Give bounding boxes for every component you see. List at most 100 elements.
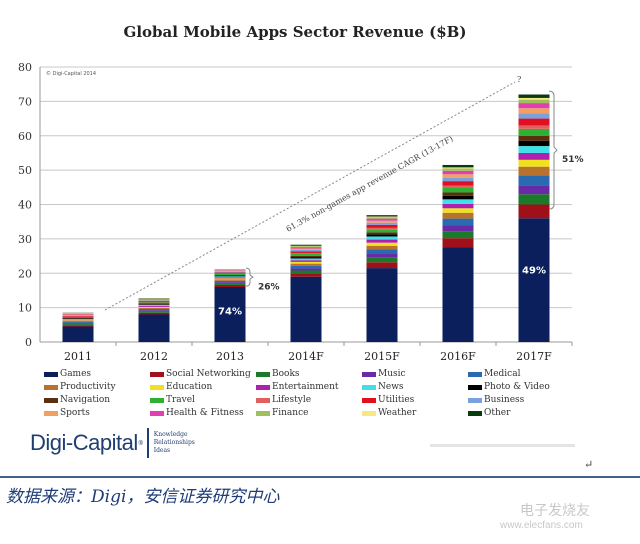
bar-segment-utilities: [214, 272, 246, 274]
legend-item: Medical: [468, 368, 574, 380]
bar-segment-lifestyle: [518, 125, 550, 129]
legend-label: News: [378, 382, 404, 392]
bar-segment-travel: [366, 229, 398, 233]
legend-label: Business: [484, 395, 525, 405]
x-tick-label: 2011: [64, 350, 92, 363]
bar-segment-health-fitness: [138, 299, 170, 300]
bar-segment-news: [138, 304, 170, 306]
bar-segment-games: [138, 314, 170, 342]
games-share-2013: 74%: [218, 307, 242, 318]
bar-segment-books: [138, 311, 170, 313]
legend-item: Photo & Video: [468, 381, 574, 393]
bar-segment-photo-video: [138, 304, 170, 305]
legend-swatch: [150, 371, 164, 377]
bar-segment-travel: [138, 302, 170, 304]
legend-swatch: [362, 384, 376, 390]
bar-segment-news: [290, 258, 322, 261]
legend-label: Photo & Video: [484, 382, 550, 392]
legend-swatch: [256, 397, 270, 403]
bar-segment-music: [366, 254, 398, 258]
bar-segment-entertainment: [62, 319, 94, 321]
games-share-2017: 49%: [522, 265, 546, 276]
bar-segment-health-fitness: [518, 103, 550, 109]
bar-segment-sports: [518, 108, 550, 114]
legend-label: Books: [272, 369, 300, 379]
digi-capital-logo: Digi-Capital ® Knowledge Relationships I…: [30, 428, 195, 458]
bar-segment-photo-video: [366, 234, 398, 237]
legend-label: Health & Fitness: [166, 408, 244, 418]
y-tick-label: 40: [18, 199, 32, 212]
legend-item: Education: [150, 381, 256, 393]
copyright-note: © Digi-Capital 2014: [46, 70, 96, 77]
legend-item: Weather: [362, 407, 468, 419]
divider: [0, 476, 640, 478]
legend-swatch: [44, 397, 58, 403]
bar-segment-music: [62, 323, 94, 325]
legend-swatch: [362, 397, 376, 403]
bar-segment-news: [62, 318, 94, 320]
legend-label: Weather: [378, 408, 417, 418]
legend-label: Medical: [484, 369, 521, 379]
bar-segment-other: [366, 215, 398, 217]
legend-swatch: [468, 397, 482, 403]
legend-item: Utilities: [362, 394, 468, 406]
bar-segment-books: [442, 231, 474, 239]
bar-segment-games: [518, 218, 550, 342]
bar-segment-music: [518, 185, 550, 195]
bar-segment-health-fitness: [366, 218, 398, 221]
nongames-share-2017: 51%: [562, 155, 584, 165]
bar-segment-entertainment: [214, 277, 246, 279]
x-tick-label: 2016F: [440, 350, 476, 363]
bar-segment-medical: [518, 175, 550, 186]
legend-item: Music: [362, 368, 468, 380]
bar-segment-books: [366, 257, 398, 263]
x-tick-label: 2013: [216, 350, 244, 363]
bar-segment-weather: [442, 167, 474, 169]
legend-item: Lifestyle: [256, 394, 362, 406]
legend-label: Games: [60, 369, 92, 379]
legend-item: Finance: [256, 407, 362, 419]
legend-swatch: [44, 410, 58, 416]
x-tick-label: 2017F: [516, 350, 552, 363]
bar-segment-other: [518, 94, 550, 98]
legend-swatch: [256, 384, 270, 390]
bar-segment-medical: [442, 218, 474, 226]
legend-label: Finance: [272, 408, 309, 418]
legend-swatch: [44, 371, 58, 377]
legend-label: Sports: [60, 408, 90, 418]
bar-segment-navigation: [62, 317, 94, 319]
legend-item: News: [362, 381, 468, 393]
bar-segment-sports: [62, 314, 94, 316]
bar-segment-health-fitness: [442, 170, 474, 175]
bar-segment-books: [290, 270, 322, 274]
legend-swatch: [256, 410, 270, 416]
bar-segment-photo-video: [62, 318, 94, 319]
bar-segment-social-networking: [366, 262, 398, 269]
legend-item: Business: [468, 394, 574, 406]
bar-segment-photo-video: [214, 275, 246, 277]
bar-segment-medical: [62, 322, 94, 324]
bar-segment-utilities: [138, 301, 170, 303]
bar-segment-business: [138, 300, 170, 302]
y-tick-label: 10: [18, 302, 32, 315]
nongames-share-2013: 26%: [258, 282, 280, 292]
bar-segment-weather: [518, 97, 550, 100]
source-caption: 数据来源：Digi，安信证券研究中心: [6, 487, 280, 507]
legend-label: Lifestyle: [272, 395, 312, 405]
bar-segment-education: [518, 159, 550, 167]
chart-title: Global Mobile Apps Sector Revenue ($B): [124, 23, 467, 41]
tagline-ideas: Ideas: [153, 447, 171, 454]
bar-segment-health-fitness: [290, 247, 322, 249]
bar-segment-social-networking: [442, 238, 474, 248]
bar-segment-education: [290, 261, 322, 264]
bar-segment-navigation: [138, 303, 170, 305]
bar-segment-social-networking: [518, 204, 550, 219]
bar-segment-medical: [366, 249, 398, 254]
bar-segment-productivity: [442, 212, 474, 219]
bracket-2013: [245, 267, 254, 287]
bar-segment-utilities: [62, 315, 94, 317]
bar-segment-medical: [214, 280, 246, 283]
legend-item: Entertainment: [256, 381, 362, 393]
bar-segment-lifestyle: [290, 252, 322, 254]
bar-segment-navigation: [442, 192, 474, 196]
